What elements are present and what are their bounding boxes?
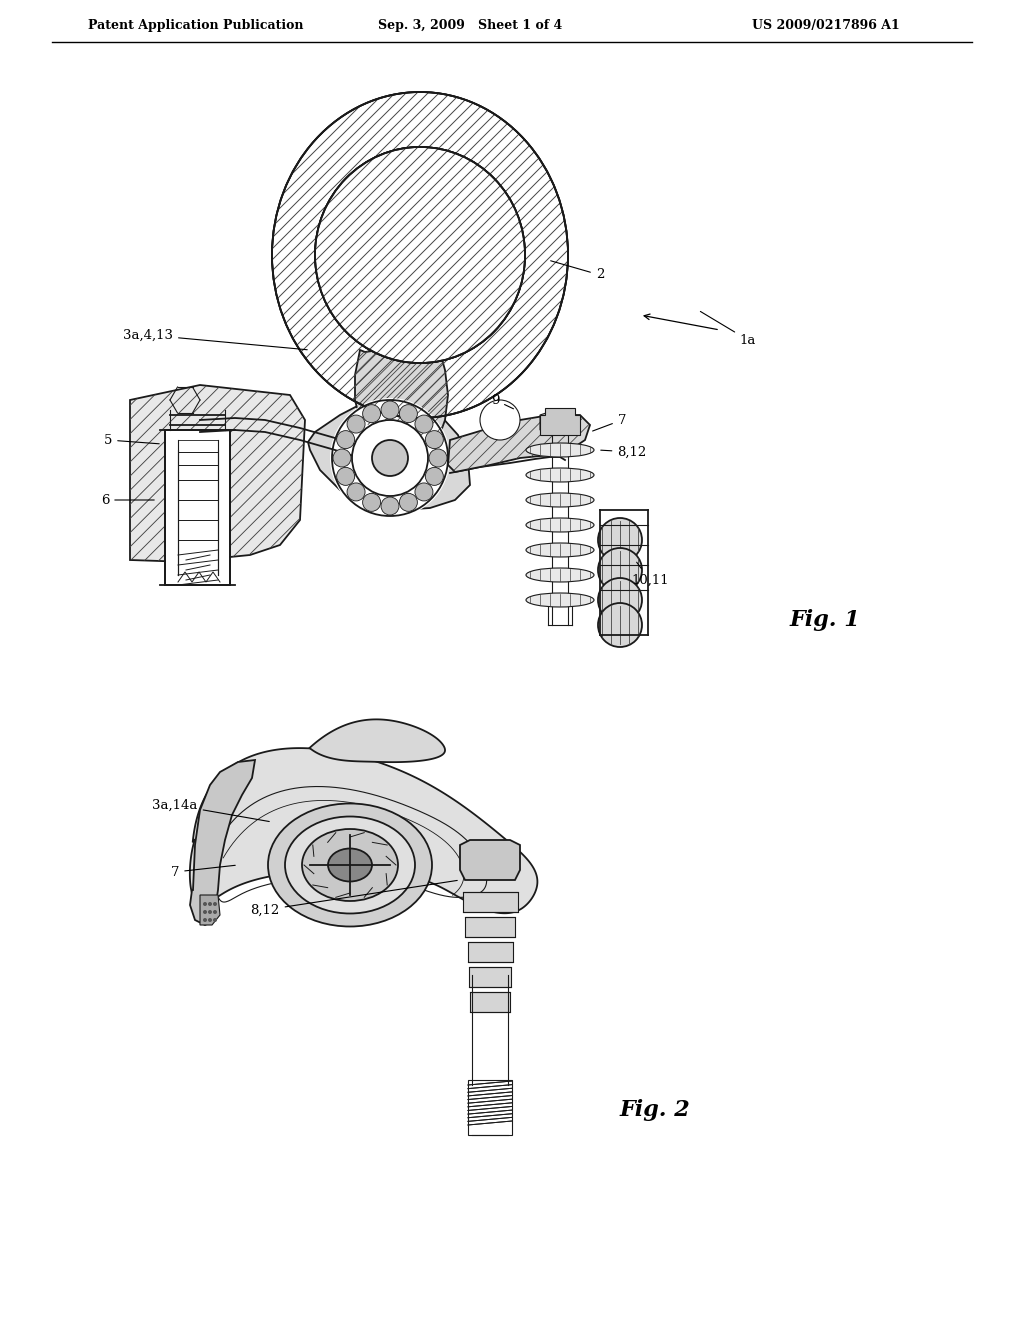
Ellipse shape	[302, 829, 398, 902]
Circle shape	[425, 467, 443, 486]
Polygon shape	[309, 719, 445, 762]
Circle shape	[381, 498, 399, 515]
Circle shape	[203, 909, 207, 913]
Text: 5: 5	[103, 433, 159, 446]
Circle shape	[399, 494, 418, 511]
Circle shape	[213, 909, 217, 913]
Circle shape	[208, 909, 212, 913]
Circle shape	[381, 401, 399, 418]
Circle shape	[429, 449, 447, 467]
Polygon shape	[190, 760, 255, 925]
Text: 3a,14a: 3a,14a	[153, 799, 269, 821]
Text: US 2009/0217896 A1: US 2009/0217896 A1	[753, 18, 900, 32]
Circle shape	[337, 467, 354, 486]
Ellipse shape	[526, 492, 594, 507]
FancyBboxPatch shape	[463, 892, 518, 912]
Text: 10,11: 10,11	[631, 562, 669, 586]
Ellipse shape	[526, 568, 594, 582]
Ellipse shape	[526, 543, 594, 557]
Ellipse shape	[526, 593, 594, 607]
Circle shape	[213, 917, 217, 921]
Circle shape	[337, 430, 354, 449]
Bar	[468, 1080, 512, 1135]
Polygon shape	[540, 408, 580, 436]
Circle shape	[203, 902, 207, 906]
FancyBboxPatch shape	[465, 917, 515, 937]
Polygon shape	[308, 400, 470, 510]
Circle shape	[330, 399, 450, 517]
Circle shape	[347, 414, 366, 433]
Text: Sep. 3, 2009   Sheet 1 of 4: Sep. 3, 2009 Sheet 1 of 4	[378, 18, 562, 32]
Text: Fig. 2: Fig. 2	[620, 1100, 691, 1121]
Ellipse shape	[315, 147, 525, 363]
Polygon shape	[200, 895, 220, 925]
Polygon shape	[449, 414, 590, 473]
Circle shape	[352, 420, 428, 496]
Ellipse shape	[268, 804, 432, 927]
Circle shape	[333, 449, 351, 467]
Circle shape	[347, 483, 366, 502]
Circle shape	[362, 405, 381, 422]
Ellipse shape	[526, 517, 594, 532]
FancyBboxPatch shape	[468, 942, 513, 962]
Circle shape	[399, 405, 418, 422]
Circle shape	[362, 494, 381, 511]
Bar	[166, 432, 229, 583]
Text: 7: 7	[171, 866, 236, 879]
Circle shape	[208, 917, 212, 921]
Polygon shape	[540, 411, 580, 430]
Text: 3a,4,13: 3a,4,13	[123, 329, 307, 350]
Ellipse shape	[315, 147, 525, 363]
Text: Patent Application Publication: Patent Application Publication	[88, 18, 303, 32]
Circle shape	[203, 917, 207, 921]
Circle shape	[372, 440, 408, 477]
Ellipse shape	[315, 147, 525, 363]
Circle shape	[480, 400, 520, 440]
Polygon shape	[189, 748, 538, 913]
Text: 6: 6	[100, 494, 155, 507]
Circle shape	[208, 902, 212, 906]
Circle shape	[598, 578, 642, 622]
Text: Fig. 1: Fig. 1	[790, 609, 861, 631]
FancyBboxPatch shape	[470, 993, 510, 1012]
Text: 9: 9	[490, 393, 513, 409]
Ellipse shape	[285, 817, 415, 913]
Polygon shape	[130, 385, 305, 562]
Ellipse shape	[526, 444, 594, 457]
Bar	[468, 1080, 512, 1135]
Text: 8,12: 8,12	[601, 446, 646, 458]
Text: 8,12: 8,12	[251, 880, 458, 916]
Circle shape	[598, 548, 642, 591]
Ellipse shape	[328, 849, 372, 882]
Ellipse shape	[526, 469, 594, 482]
Circle shape	[598, 517, 642, 562]
Circle shape	[415, 483, 433, 502]
Text: 7: 7	[593, 413, 627, 432]
Text: 2: 2	[551, 261, 604, 281]
Circle shape	[598, 603, 642, 647]
FancyBboxPatch shape	[469, 968, 511, 987]
Polygon shape	[460, 840, 520, 880]
Circle shape	[415, 414, 433, 433]
Circle shape	[213, 902, 217, 906]
Text: 1a: 1a	[700, 312, 756, 346]
Polygon shape	[355, 341, 449, 442]
Circle shape	[425, 430, 443, 449]
